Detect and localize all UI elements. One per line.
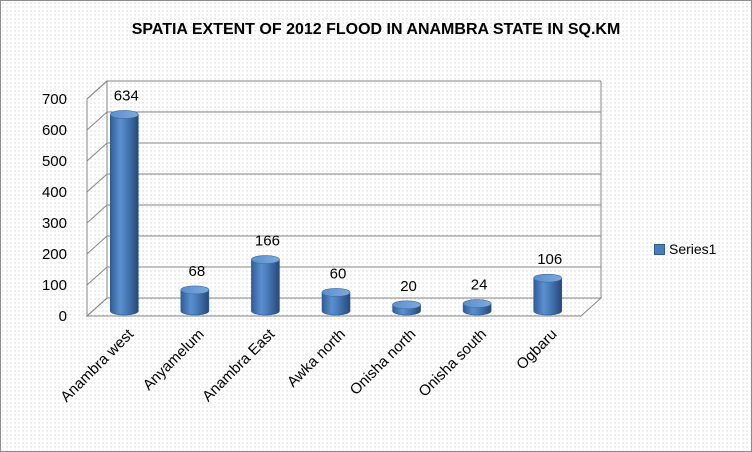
- gridline-100: [86, 266, 601, 286]
- gridline-200: [86, 235, 601, 255]
- legend-swatch: [654, 243, 665, 255]
- bar-top-1: [109, 110, 139, 119]
- bar-top-7: [533, 273, 563, 283]
- data-label-1: 634: [114, 87, 139, 104]
- side-wall: [86, 79, 108, 318]
- bar-body-1: [109, 114, 139, 316]
- bar-body-3: [251, 259, 280, 316]
- y-tick-label-700: 700: [42, 91, 67, 108]
- legend-label-series1: Series1: [669, 241, 717, 257]
- data-label-6: 24: [471, 277, 488, 294]
- gridline-500: [86, 142, 601, 162]
- y-tick-label-300: 300: [42, 215, 67, 232]
- category-label-3: Anambra East: [199, 325, 279, 405]
- data-label-5: 20: [400, 278, 417, 295]
- bar-body-2: [180, 289, 210, 316]
- legend: Series1: [654, 241, 716, 257]
- bar-top-4: [321, 288, 351, 297]
- bar-5: [392, 300, 421, 316]
- bar-top-3: [251, 255, 280, 264]
- bar-body-4: [321, 292, 351, 316]
- bar-2: [180, 285, 210, 316]
- bar-1: [109, 110, 139, 316]
- chart-title: SPATIA EXTENT OF 2012 FLOOD IN ANAMBRA S…: [131, 21, 621, 38]
- y-tick-label-500: 500: [42, 153, 67, 170]
- y-tick-label-400: 400: [42, 184, 67, 201]
- bar-6: [462, 299, 492, 316]
- bar-top-2: [180, 285, 210, 295]
- y-tick-label-600: 600: [42, 122, 67, 139]
- y-tick-label-0: 0: [59, 308, 67, 325]
- category-label-4: Awka north: [284, 326, 349, 391]
- bar-body-7: [533, 277, 563, 316]
- bar-top-5: [392, 300, 421, 310]
- gridline-600: [86, 111, 601, 131]
- category-label-6: Onisha south: [415, 326, 490, 401]
- category-label-2: Anyamelum: [140, 326, 208, 394]
- gridline-700: [86, 80, 601, 100]
- gridline-400: [86, 173, 601, 193]
- category-label-7: Ogbaru: [513, 326, 560, 373]
- category-label-1: Anambra west: [57, 325, 137, 405]
- gridline-300: [86, 204, 601, 224]
- bar-7: [533, 273, 563, 316]
- data-label-3: 166: [255, 233, 280, 250]
- category-label-5: Onisha north: [347, 326, 420, 399]
- bar-3: [251, 255, 280, 316]
- data-label-4: 60: [330, 265, 347, 282]
- bar-4: [321, 288, 351, 316]
- bar-top-6: [462, 299, 492, 308]
- y-tick-label-100: 100: [42, 277, 67, 294]
- data-label-2: 68: [189, 263, 206, 280]
- y-tick-label-200: 200: [42, 246, 67, 263]
- data-label-7: 106: [537, 251, 562, 268]
